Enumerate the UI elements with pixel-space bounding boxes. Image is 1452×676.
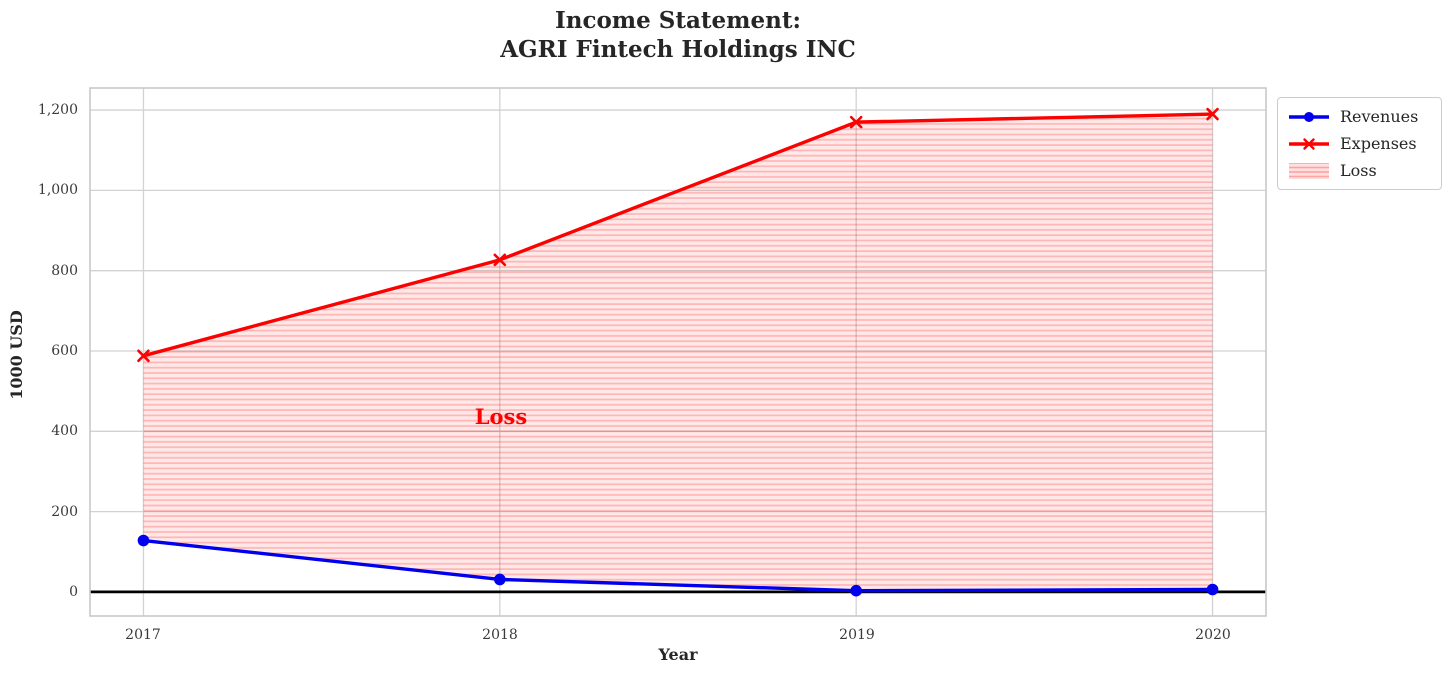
expenses-line-icon (1289, 137, 1329, 150)
plot-border (89, 87, 1267, 617)
legend-label-revenues: Revenues (1340, 107, 1419, 126)
revenues-marker (1206, 583, 1219, 596)
y-tick-label-200: 200 (51, 504, 78, 520)
expenses-marker (849, 115, 863, 129)
legend-loss-swatch (1289, 162, 1329, 179)
revenues-marker (137, 534, 150, 547)
expenses-line (141, 112, 1215, 358)
loss-area (143, 114, 1213, 591)
chart-title: Income Statement: AGRI Fintech Holdings … (0, 6, 1356, 64)
x-tick-label-2018: 2018 (482, 627, 518, 643)
y-tick-label-400: 400 (51, 423, 78, 439)
legend-item-expenses: Expenses (1288, 130, 1431, 157)
legend-label-loss: Loss (1340, 161, 1377, 180)
revenues-line-icon (1289, 111, 1329, 122)
y-tick-label-600: 600 (51, 343, 78, 359)
y-tick-label-1000: 1,000 (37, 182, 78, 198)
x-tick-label-2019: 2019 (839, 627, 875, 643)
chart-title-line1: Income Statement: (554, 7, 801, 34)
loss-patch-icon (1289, 162, 1329, 179)
x-tick-label-2020: 2020 (1195, 627, 1231, 643)
legend: Revenues Expenses Loss (1277, 97, 1442, 190)
y-tick-label-1200: 1,200 (37, 102, 78, 118)
chart-title-line2: AGRI Fintech Holdings INC (500, 36, 856, 63)
legend-item-revenues: Revenues (1288, 103, 1431, 130)
y-axis-label: 1000 USD (7, 310, 26, 400)
legend-revenues-marker (1304, 111, 1314, 122)
loss-annotation: Loss (474, 404, 528, 429)
x-axis-label: Year (658, 645, 698, 664)
x-tick-label-2017: 2017 (125, 627, 161, 643)
expenses-marker (1206, 107, 1219, 121)
expenses-marker (137, 349, 150, 363)
revenues-line (141, 538, 1215, 593)
y-tick-label-800: 800 (51, 263, 78, 279)
expenses-marker (493, 253, 507, 267)
y-tick-label-0: 0 (69, 584, 78, 600)
legend-expenses-marker (1303, 137, 1315, 150)
revenues-marker (494, 573, 506, 586)
legend-item-loss: Loss (1288, 157, 1431, 184)
revenues-marker (850, 584, 862, 597)
legend-label-expenses: Expenses (1340, 134, 1417, 153)
